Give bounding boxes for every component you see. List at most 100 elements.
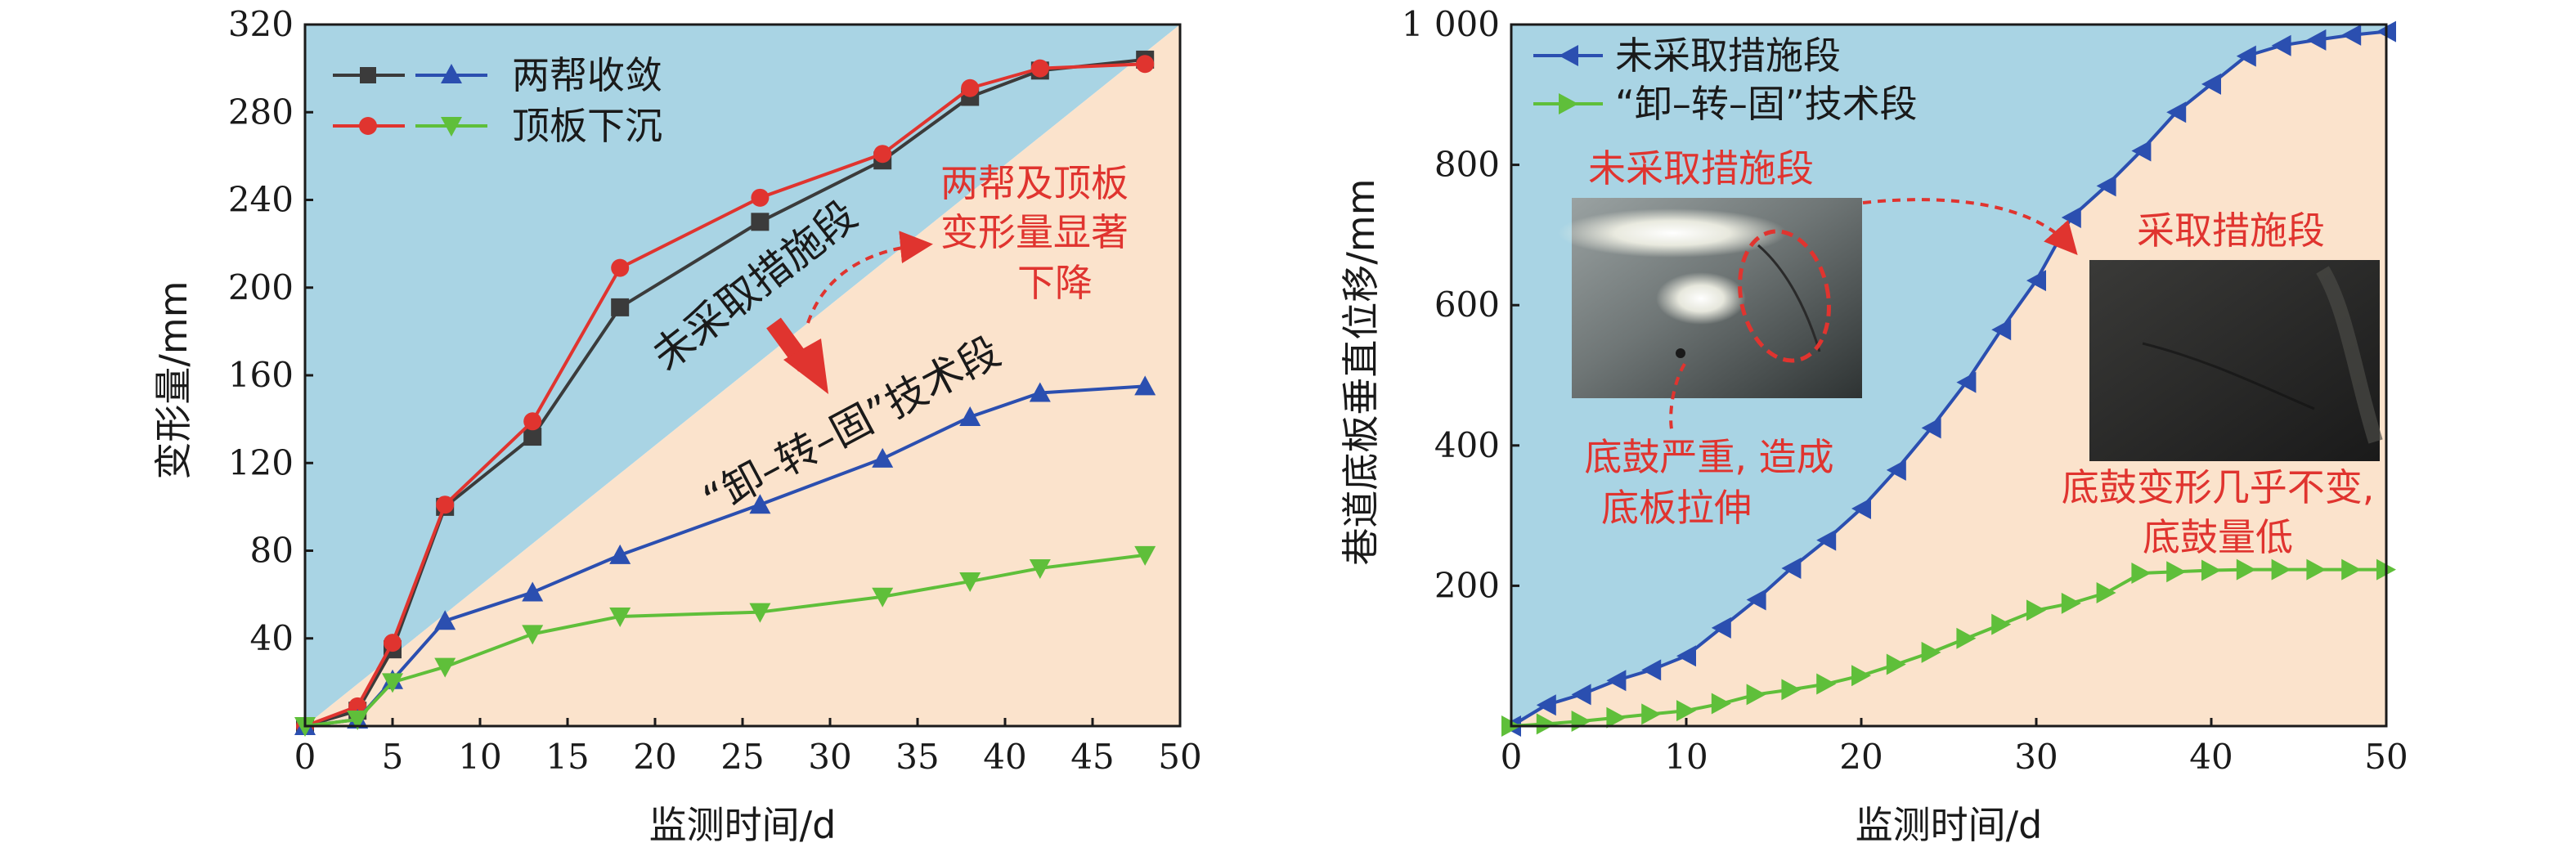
data-point-0-2-4 bbox=[522, 581, 544, 602]
photo-untreated-caption-line-2: 底板拉伸 bbox=[1601, 486, 1752, 530]
data-point-1-0-3 bbox=[1606, 670, 1627, 692]
annotation-line-2: 变形量显著 bbox=[940, 210, 1129, 254]
data-point-1-0-4 bbox=[1641, 659, 1662, 681]
y-tick-label-1-4: 1 000 bbox=[1402, 4, 1500, 44]
data-point-1-0-24 bbox=[2341, 24, 2362, 46]
data-point-1-0-21 bbox=[2236, 45, 2256, 67]
legend-marker-triangle-up bbox=[415, 64, 487, 83]
x-tick-label-0-6: 30 bbox=[808, 737, 851, 777]
data-point-0-2-7 bbox=[872, 447, 894, 468]
data-point-1-0-5 bbox=[1676, 645, 1696, 667]
right-plot-frame bbox=[1510, 23, 2388, 728]
y-tick-label-1-2: 600 bbox=[1434, 285, 1500, 325]
data-point-0-3-4 bbox=[522, 625, 544, 645]
y-tick-label-0-2: 120 bbox=[228, 442, 294, 482]
photo-untreated-pointer bbox=[1669, 362, 1686, 434]
data-point-0-0-6 bbox=[751, 213, 770, 231]
legend-label-roof-subsidence: 顶板下沉 bbox=[512, 104, 662, 148]
legend-marker-triangle-down bbox=[415, 117, 487, 137]
right-x-axis-title: 监测时间/d bbox=[1856, 803, 2043, 847]
data-point-1-1-18 bbox=[2131, 562, 2152, 584]
photo-treated-caption-line-1: 底鼓变形几乎不变, bbox=[2062, 465, 2375, 509]
data-point-0-1-5 bbox=[611, 258, 630, 277]
data-point-1-1-4 bbox=[1641, 703, 1662, 725]
data-point-1-0-22 bbox=[2271, 34, 2291, 56]
data-point-0-1-7 bbox=[873, 145, 892, 164]
right-series-layer bbox=[1501, 20, 2396, 737]
data-point-0-0-5 bbox=[611, 298, 630, 316]
legend-label-untreated: 未采取措施段 bbox=[1615, 34, 1841, 78]
data-point-0-3-6 bbox=[749, 603, 771, 623]
data-point-0-3-5 bbox=[609, 607, 631, 627]
data-point-0-1-6 bbox=[751, 188, 770, 207]
data-point-0-2-6 bbox=[749, 494, 771, 514]
data-point-0-2-5 bbox=[609, 544, 631, 564]
data-point-1-0-9 bbox=[1816, 529, 1837, 551]
data-point-1-0-1 bbox=[1536, 694, 1556, 716]
x-tick-label-0-4: 20 bbox=[633, 737, 676, 777]
left-y-axis-title: 变形量/mm bbox=[151, 280, 195, 479]
data-point-1-1-20 bbox=[2201, 559, 2221, 581]
data-point-0-2-8 bbox=[959, 406, 981, 426]
x-tick-label-0-1: 5 bbox=[382, 737, 404, 777]
photo-untreated-caption-line-1: 底鼓严重, 造成 bbox=[1584, 435, 1833, 479]
data-point-1-1-24 bbox=[2341, 558, 2362, 581]
right-axis-ticks: 0 10 20 30 40 50 200 400 600 800 1 000 bbox=[1402, 4, 2408, 777]
right-chart: 0 10 20 30 40 50 200 400 600 800 1 000 监测时间/d 巷道底板… bbox=[1339, 4, 2408, 847]
y-tick-label-0-0: 40 bbox=[250, 618, 294, 658]
data-point-0-1-9 bbox=[1030, 59, 1049, 78]
left-series-layer bbox=[294, 50, 1156, 737]
y-tick-label-1-1: 400 bbox=[1434, 425, 1500, 465]
right-legend: 未采取措施段 “卸–转–固”技术段 bbox=[1533, 34, 1918, 126]
y-tick-label-0-7: 320 bbox=[228, 4, 294, 44]
data-point-0-3-2 bbox=[382, 673, 403, 693]
data-point-1-1-13 bbox=[1956, 627, 1977, 649]
data-point-1-0-7 bbox=[1746, 589, 1766, 611]
data-point-1-0-13 bbox=[1956, 371, 1977, 393]
data-point-1-1-5 bbox=[1676, 700, 1696, 722]
annotation-line-1: 两帮及顶板 bbox=[940, 161, 1129, 205]
y-tick-label-0-5: 240 bbox=[228, 180, 294, 220]
x-tick-label-0-5: 25 bbox=[720, 737, 764, 777]
y-tick-label-0-4: 200 bbox=[228, 267, 294, 307]
data-point-1-0-20 bbox=[2201, 73, 2221, 95]
y-tick-label-0-6: 280 bbox=[228, 92, 294, 132]
data-point-1-1-17 bbox=[2096, 581, 2116, 603]
photo-untreated-section bbox=[1558, 198, 1862, 398]
data-point-0-2-10 bbox=[1134, 375, 1156, 396]
data-point-1-0-14 bbox=[1991, 319, 2012, 341]
x-tick-label-0-8: 40 bbox=[983, 737, 1026, 777]
damage-highlight-circle bbox=[1738, 229, 1831, 363]
x-tick-label-1-2: 20 bbox=[1839, 737, 1883, 777]
data-point-0-3-7 bbox=[872, 587, 894, 608]
photo-treated-caption-line-2: 底鼓量低 bbox=[2143, 515, 2293, 559]
y-tick-label-0-1: 80 bbox=[250, 531, 294, 571]
data-point-1-0-2 bbox=[1571, 684, 1591, 706]
data-point-1-0-19 bbox=[2166, 101, 2187, 123]
data-point-0-2-3 bbox=[434, 610, 456, 630]
data-point-1-1-15 bbox=[2026, 599, 2046, 621]
data-point-1-1-10 bbox=[1851, 665, 1871, 687]
x-tick-label-1-4: 40 bbox=[2189, 737, 2233, 777]
data-point-1-1-9 bbox=[1816, 673, 1837, 695]
data-point-0-1-10 bbox=[1136, 55, 1155, 74]
annotation-dashed-arrow bbox=[806, 231, 933, 324]
x-tick-label-0-7: 35 bbox=[895, 737, 939, 777]
legend-label-sidewall-convergence: 两帮收敛 bbox=[512, 53, 662, 97]
treated-region-fill bbox=[305, 25, 1180, 726]
data-point-0-1-4 bbox=[523, 412, 542, 431]
data-point-1-0-15 bbox=[2026, 270, 2046, 292]
data-point-0-0-4 bbox=[523, 428, 542, 446]
data-point-1-1-3 bbox=[1606, 706, 1627, 729]
x-tick-label-0-2: 10 bbox=[458, 737, 501, 777]
data-point-0-1-8 bbox=[961, 78, 980, 97]
data-point-0-3-8 bbox=[959, 572, 981, 593]
photo-untreated-title: 未采取措施段 bbox=[1588, 146, 1814, 191]
data-point-0-1-3 bbox=[436, 496, 455, 514]
data-point-0-3-3 bbox=[434, 657, 456, 678]
data-point-1-1-6 bbox=[1711, 693, 1731, 715]
data-point-1-1-7 bbox=[1746, 684, 1766, 706]
treated-region-fill bbox=[1511, 31, 2386, 726]
legend-marker-triangle-left bbox=[1533, 45, 1603, 66]
